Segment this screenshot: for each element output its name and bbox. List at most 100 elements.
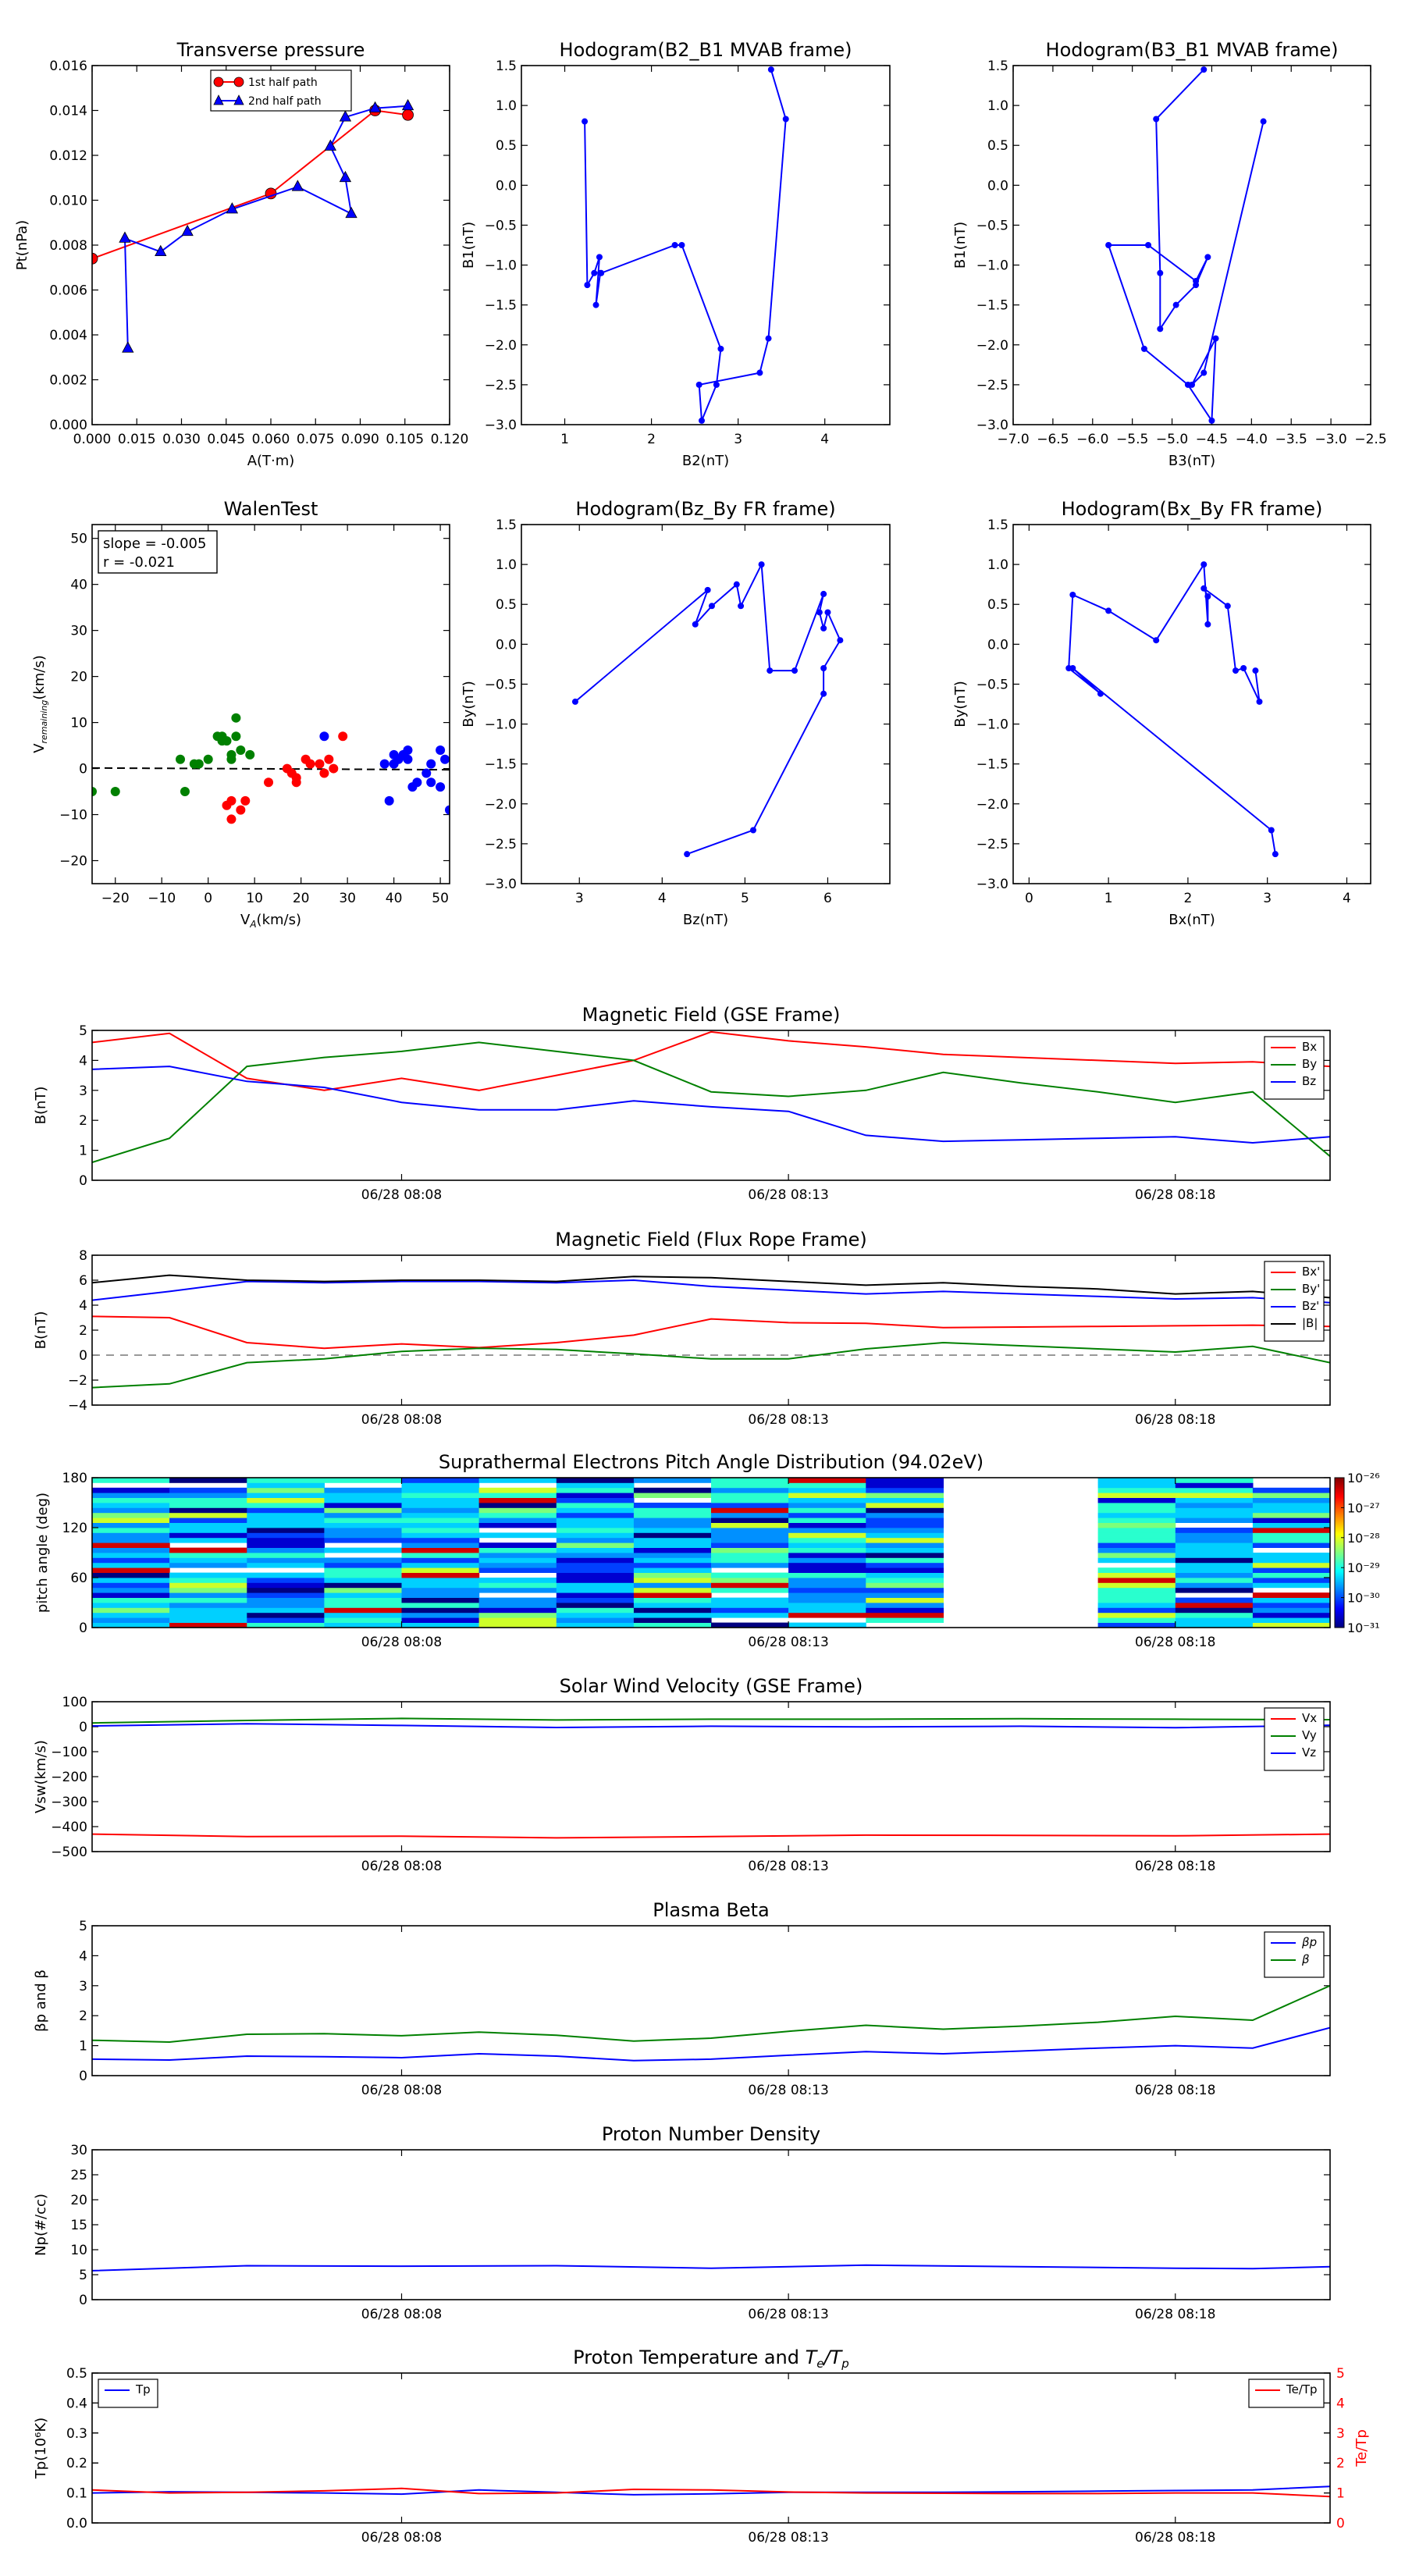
np-title: Proton Number Density: [602, 2123, 820, 2145]
pad-cell: [92, 1517, 170, 1523]
pad-cell: [247, 1582, 325, 1589]
pad-cell: [92, 1497, 170, 1503]
pt-point: [368, 101, 382, 113]
pad-cell: [633, 1542, 712, 1548]
pad-cell: [1252, 1528, 1331, 1533]
pad-cell: [1252, 1532, 1331, 1539]
pad-cell: [92, 1603, 170, 1608]
pad-cell: [247, 1607, 325, 1614]
pt-xtick-label: 0.030: [162, 432, 201, 447]
pad-cell: [247, 1572, 325, 1578]
pad-cell: [401, 1487, 480, 1493]
pt-point: [155, 244, 167, 257]
pt-legend-marker: [213, 94, 224, 105]
pad-cell: [711, 1572, 789, 1578]
h4-point: [1065, 665, 1072, 671]
pad-cell: [633, 1578, 712, 1583]
h4-ytick-label: −2.5: [976, 837, 1008, 852]
pad-cell: [401, 1562, 480, 1568]
pad-cell: [633, 1567, 712, 1573]
h3-xtick-label: 6: [823, 891, 832, 906]
h1-point: [584, 282, 591, 289]
pad-cell: [711, 1587, 789, 1593]
pad-cell: [556, 1528, 635, 1533]
mag_fr-legend-label: |B|: [1302, 1316, 1318, 1330]
pad-cell: [1252, 1497, 1331, 1503]
pad-cell: [711, 1478, 789, 1483]
vsw-ytick-label: 0: [79, 1720, 87, 1735]
pad-cell: [1252, 1592, 1331, 1598]
vsw-legend-label: Vz: [1302, 1745, 1316, 1759]
walen-point: [231, 731, 241, 742]
mag_fr-xtick-label: 06/28 08:08: [361, 1412, 442, 1428]
pt-xlabel: A(T·m): [247, 453, 295, 469]
pad-cell: [324, 1532, 403, 1539]
pad-cell: [1097, 1547, 1176, 1553]
h2-point: [1172, 301, 1179, 308]
pad-cell: [1097, 1617, 1176, 1623]
pt-xtick-label: 0.015: [118, 432, 156, 447]
pad-cell: [556, 1557, 635, 1564]
pad-cell: [401, 1542, 480, 1548]
pad-cell: [788, 1487, 866, 1493]
beta-ytick-label: 1: [79, 2039, 87, 2055]
tp-right-ytick-label: 5: [1336, 2366, 1345, 2382]
walen-point: [110, 787, 120, 797]
tp-ylabel: Tp(10⁶K): [33, 2418, 49, 2479]
pad-cell: [1097, 1592, 1176, 1598]
pad-cell: [711, 1487, 789, 1493]
pad-cell: [1252, 1493, 1331, 1498]
walen-point: [305, 759, 315, 769]
pad-cell: [478, 1547, 557, 1553]
pad-cell: [788, 1557, 866, 1564]
h1-ylabel: B1(nT): [461, 222, 477, 269]
pt-ytick-label: 0.000: [49, 418, 87, 433]
pad-cell: [788, 1547, 866, 1553]
walen-point: [92, 787, 97, 797]
walen-ytick-label: −20: [59, 854, 87, 870]
pad-xtick-label: 06/28 08:18: [1135, 1635, 1215, 1650]
pad-cell: [1175, 1557, 1254, 1564]
h4-ytick-label: 1.0: [987, 557, 1008, 573]
pad-cell: [711, 1503, 789, 1508]
walen-point: [240, 795, 251, 806]
pad-cell: [1252, 1578, 1331, 1583]
pad-cell: [556, 1478, 635, 1483]
pad-cell: [92, 1607, 170, 1614]
tp-right-legend-label: Te/Tp: [1286, 2382, 1318, 2396]
pad-cell: [711, 1622, 789, 1628]
walen-ylabel: Vremaining(km/s): [31, 655, 49, 753]
pad-cell: [866, 1542, 944, 1548]
h2-title: Hodogram(B3_B1 MVAB frame): [1046, 39, 1339, 61]
vsw-ytick-label: −300: [51, 1795, 87, 1810]
h4-point: [1256, 698, 1263, 705]
pad-colorbar-label: 10⁻²⁸: [1347, 1531, 1380, 1546]
pad-cell: [866, 1597, 944, 1603]
pad-cell: [711, 1517, 789, 1523]
mag_gse-ytick-label: 2: [79, 1113, 87, 1129]
pad-ytick-label: 120: [62, 1521, 87, 1536]
pad-cell: [1175, 1582, 1254, 1589]
pad-cell: [401, 1592, 480, 1598]
pad-cell: [1097, 1567, 1176, 1573]
h1-ytick-label: −1.0: [485, 258, 517, 274]
h1-point: [695, 381, 702, 388]
tp-axes-frame: [91, 2372, 1331, 2524]
walen-point: [226, 754, 237, 764]
mag_gse-series-line-Bz: [92, 1066, 1330, 1144]
pad-cell: [556, 1622, 635, 1628]
walen-xtick-label: 40: [386, 891, 403, 906]
h3-point: [820, 624, 827, 632]
pad-cell: [866, 1503, 944, 1508]
h2-xtick-label: −5.5: [1116, 432, 1148, 447]
tp-right-ytick-label: 3: [1336, 2426, 1345, 2442]
vsw-xtick-label: 06/28 08:18: [1135, 1859, 1215, 1874]
pad-cell: [401, 1478, 480, 1483]
mag_fr-xtick-label: 06/28 08:13: [748, 1412, 828, 1428]
tp-xtick-label: 06/28 08:13: [748, 2530, 828, 2546]
pad-cell: [788, 1478, 866, 1483]
pad-cell: [788, 1493, 866, 1498]
pt-point: [181, 224, 194, 237]
walen-point: [436, 782, 446, 792]
np-ylabel: Np(#/cc): [33, 2194, 49, 2256]
